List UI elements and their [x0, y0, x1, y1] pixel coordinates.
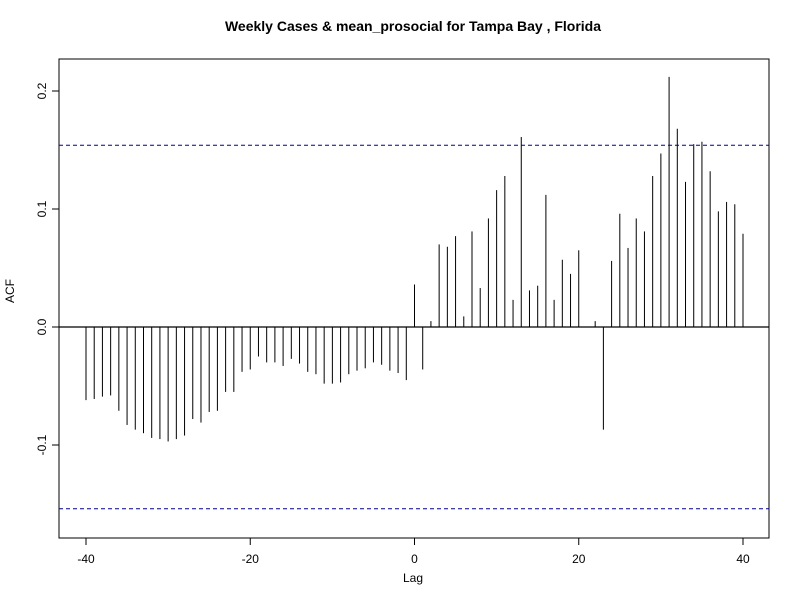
acf-bars [85, 76, 744, 442]
chart-title: Weekly Cases & mean_prosocial for Tampa … [225, 18, 601, 34]
x-axis: -40 -20 0 20 40 [77, 537, 750, 566]
x-tick-label: -40 [77, 552, 95, 566]
y-axis: -0.1 0.0 0.1 0.2 [35, 82, 60, 455]
x-tick-label: 20 [572, 552, 586, 566]
x-tick-label: 40 [736, 552, 750, 566]
y-tick-label: 0.1 [35, 200, 49, 217]
y-tick-label: -0.1 [35, 434, 49, 455]
y-tick-label: 0.2 [35, 82, 49, 99]
y-tick-label: 0.0 [35, 318, 49, 335]
y-axis-title: ACF [3, 279, 17, 303]
x-axis-title: Lag [403, 571, 423, 585]
x-tick-label: -20 [242, 552, 260, 566]
x-tick-label: 0 [411, 552, 418, 566]
